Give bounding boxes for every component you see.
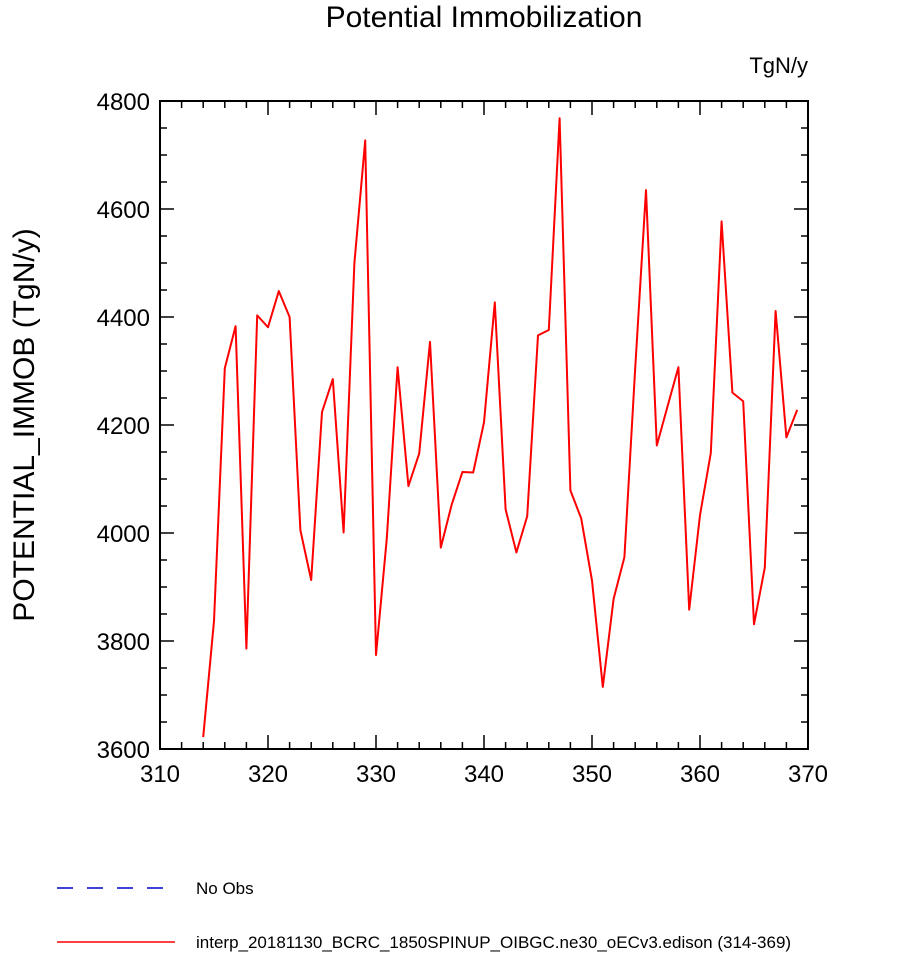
x-tick-label: 340 xyxy=(464,761,504,788)
x-tick-label: 370 xyxy=(788,761,828,788)
series-line xyxy=(202,117,799,738)
y-tick-label: 3600 xyxy=(97,737,150,764)
series-lines xyxy=(202,117,799,738)
y-tick-label: 4600 xyxy=(97,197,150,224)
plot-frame xyxy=(159,100,809,750)
x-tick-label: 320 xyxy=(248,761,288,788)
x-tick-label: 350 xyxy=(572,761,612,788)
y-tick-label: 4000 xyxy=(97,521,150,548)
legend-label: interp_20181130_BCRC_1850SPINUP_OIBGC.ne… xyxy=(196,933,791,952)
legend: No Obs interp_20181130_BCRC_1850SPINUP_OI… xyxy=(57,879,791,952)
y-tick-label: 4800 xyxy=(97,89,150,116)
axis-tick-labels: 310 320 330 340 350 360 370 3600 3800 4000 4200 440… xyxy=(97,89,828,788)
chart-title: Potential Immobilization xyxy=(326,1,643,34)
y-tick-label: 4400 xyxy=(97,305,150,332)
x-tick-label: 360 xyxy=(680,761,720,788)
y-axis-label: POTENTIAL_IMMOB (TgN/y) xyxy=(8,228,41,621)
y-tick-label: 3800 xyxy=(97,629,150,656)
units-label: TgN/y xyxy=(749,53,808,78)
x-tick-label: 310 xyxy=(140,761,180,788)
legend-label: No Obs xyxy=(196,879,254,898)
y-tick-label: 4200 xyxy=(97,413,150,440)
x-tick-label: 330 xyxy=(356,761,396,788)
